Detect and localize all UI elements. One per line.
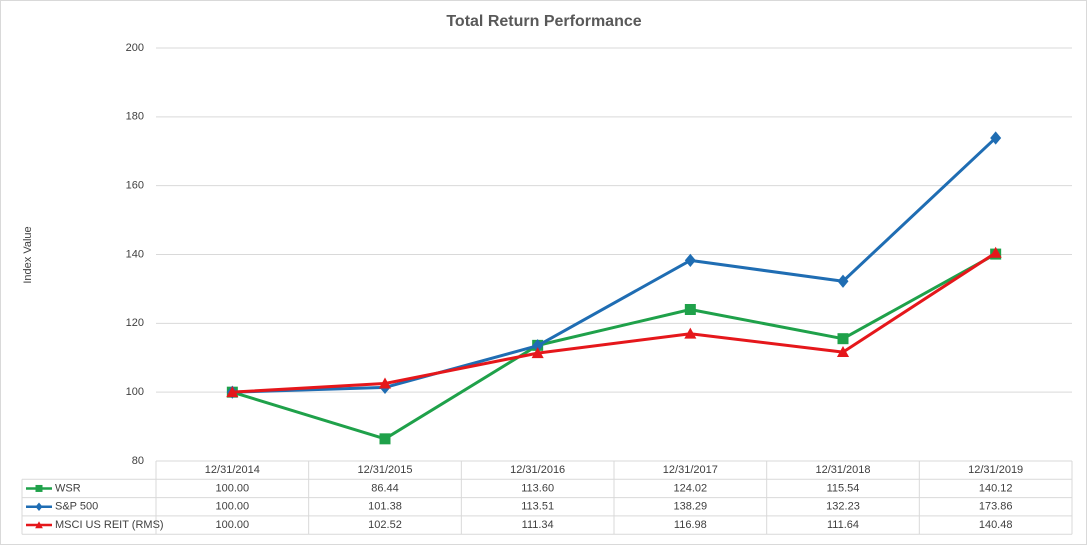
marker bbox=[837, 274, 849, 288]
table-value: 115.54 bbox=[827, 482, 860, 494]
marker bbox=[531, 347, 544, 359]
x-tick-label: 12/31/2015 bbox=[357, 464, 412, 476]
table-value: 116.98 bbox=[674, 519, 707, 531]
x-tick-label: 12/31/2014 bbox=[205, 464, 260, 476]
marker bbox=[379, 433, 391, 445]
legend-marker bbox=[35, 484, 43, 492]
marker bbox=[226, 386, 239, 398]
table-value: 111.34 bbox=[522, 519, 554, 531]
table-value: 111.64 bbox=[827, 519, 859, 531]
y-tick-label: 100 bbox=[126, 386, 144, 398]
table-value: 113.60 bbox=[521, 482, 554, 494]
table-value: 102.52 bbox=[368, 519, 402, 531]
marker bbox=[837, 333, 849, 345]
marker bbox=[684, 327, 697, 339]
marker bbox=[378, 377, 392, 389]
legend-marker bbox=[35, 521, 43, 529]
marker bbox=[990, 131, 1002, 145]
y-tick-label: 200 bbox=[126, 42, 144, 54]
y-tick-label: 120 bbox=[126, 317, 144, 329]
table-value: 140.12 bbox=[979, 482, 1013, 494]
table-value: 138.29 bbox=[674, 501, 708, 513]
y-tick-label: 80 bbox=[132, 455, 144, 467]
marker bbox=[989, 246, 1002, 258]
series-line bbox=[232, 136, 997, 394]
table-value: 140.48 bbox=[979, 519, 1013, 531]
table-value: 100.00 bbox=[216, 482, 250, 494]
table-value: 86.44 bbox=[371, 482, 399, 494]
x-tick-label: 12/31/2018 bbox=[815, 464, 870, 476]
series-line bbox=[231, 252, 997, 441]
legend-label: MSCI US REIT (RMS) bbox=[55, 519, 164, 531]
y-axis-label: Index Value bbox=[22, 226, 34, 283]
legend-label: WSR bbox=[55, 482, 81, 494]
table-value: 113.51 bbox=[521, 501, 554, 513]
series-line bbox=[232, 251, 997, 394]
table-value: 124.02 bbox=[674, 482, 708, 494]
x-tick-label: 12/31/2019 bbox=[968, 464, 1023, 476]
y-tick-label: 180 bbox=[126, 111, 144, 123]
legend-marker bbox=[35, 502, 43, 511]
chart-title: Total Return Performance bbox=[446, 13, 641, 30]
marker bbox=[684, 253, 696, 267]
x-tick-label: 12/31/2017 bbox=[663, 464, 718, 476]
table-value: 100.00 bbox=[216, 519, 250, 531]
marker bbox=[532, 339, 544, 353]
y-tick-label: 140 bbox=[126, 248, 144, 260]
x-tick-label: 12/31/2016 bbox=[510, 464, 565, 476]
y-tick-label: 160 bbox=[126, 180, 144, 192]
marker bbox=[684, 303, 696, 315]
table-value: 101.38 bbox=[368, 501, 402, 513]
marker bbox=[836, 346, 850, 358]
table-value: 173.86 bbox=[979, 501, 1013, 513]
legend-label: S&P 500 bbox=[55, 501, 98, 513]
table-value: 100.00 bbox=[216, 501, 250, 513]
table-value: 132.23 bbox=[826, 501, 860, 513]
